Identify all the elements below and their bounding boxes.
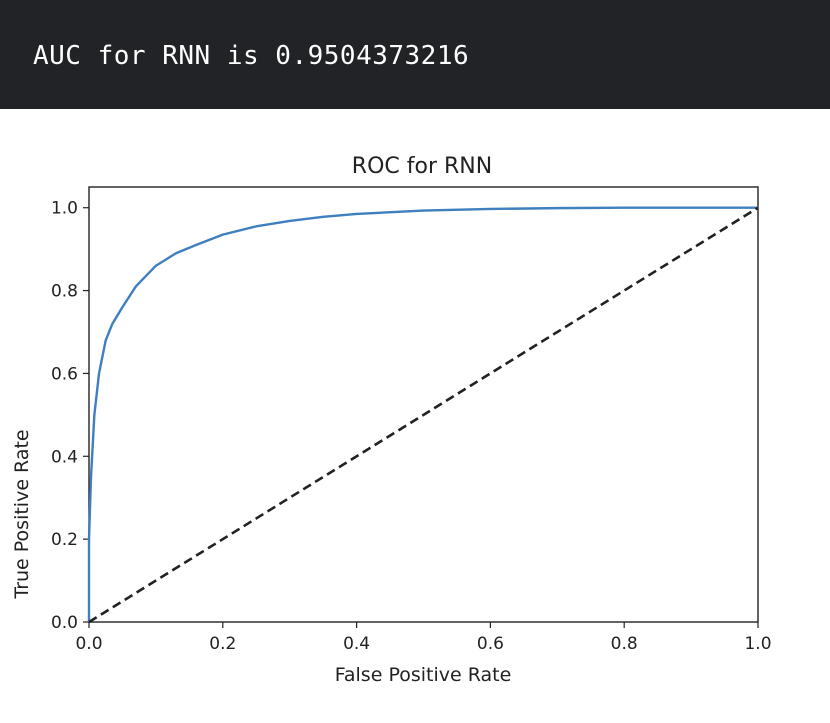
y-tick-label: 0.0 xyxy=(51,613,78,633)
x-tick-label: 0.4 xyxy=(343,634,370,654)
axis-ticks: 0.0 0.2 0.4 0.6 0.8 1.0 0.0 0.2 0.4 0.6 0.8 1.0 xyxy=(51,199,772,654)
chart-title: ROC for RNN xyxy=(352,154,492,179)
x-tick-label: 0.6 xyxy=(477,634,504,654)
y-tick-label: 0.8 xyxy=(51,282,78,302)
y-tick-label: 0.6 xyxy=(51,364,78,384)
output-banner: AUC for RNN is 0.9504373216 xyxy=(0,0,830,109)
x-tick-label: 0.0 xyxy=(75,634,102,654)
roc-curve-line xyxy=(87,206,758,622)
auc-output-text: AUC for RNN is 0.9504373216 xyxy=(33,41,470,71)
chance-diagonal-line xyxy=(88,206,759,624)
plot-area-frame xyxy=(88,186,759,623)
y-tick-label: 0.4 xyxy=(51,447,78,467)
x-tick-label: 1.0 xyxy=(744,634,771,654)
x-tick-label: 0.8 xyxy=(611,634,638,654)
x-axis-label: False Positive Rate xyxy=(335,664,512,686)
roc-chart: ROC for RNN 0.0 0.2 0.4 0.6 0.8 1.0 0.0 0.2 0.4 0… xyxy=(0,109,830,718)
series-layer xyxy=(87,206,759,624)
y-tick-label: 0.2 xyxy=(51,530,78,550)
y-tick-label: 1.0 xyxy=(51,199,78,219)
roc-chart-svg: ROC for RNN 0.0 0.2 0.4 0.6 0.8 1.00.00.20.40… xyxy=(11,154,772,686)
x-tick-label: 0.2 xyxy=(209,634,236,654)
y-axis-label: True Positive Rate xyxy=(11,429,33,599)
